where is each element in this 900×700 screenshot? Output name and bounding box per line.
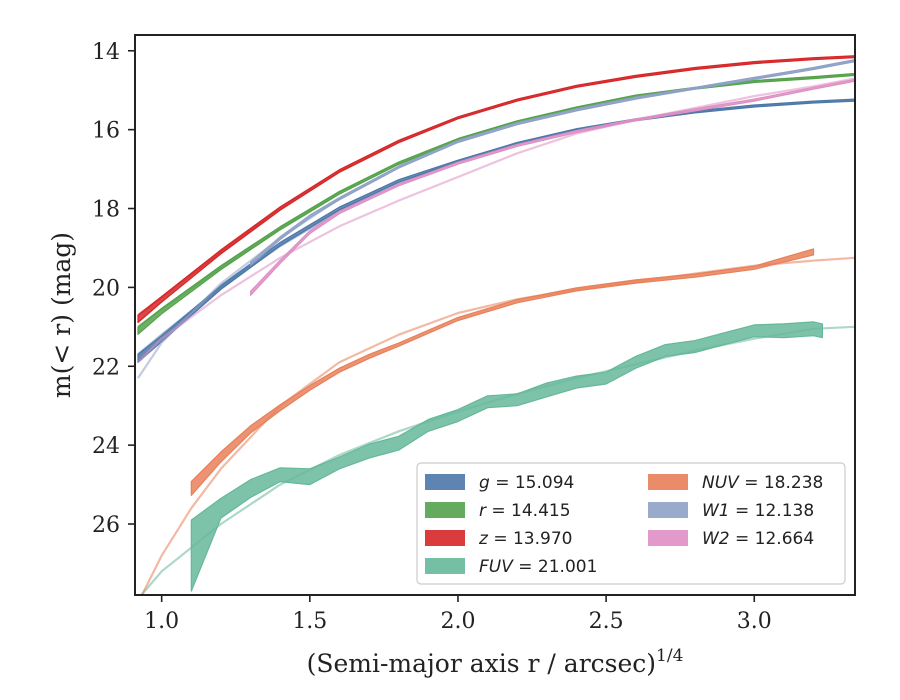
band-z [137,55,855,324]
x-axis-ticks: 1.0 1.5 2.0 2.5 3.0 [144,595,772,634]
y-tick-label: 26 [92,513,120,538]
band-w1 [250,58,855,266]
y-tick-label: 20 [92,276,120,301]
legend-label-w2: W2 = 12.664 [702,529,814,549]
x-axis-label: (Semi-major axis r / arcsec)1/4 [307,646,684,678]
legend-swatch-nuv [648,474,688,490]
model-line-z [137,55,855,316]
y-tick-label: 16 [92,119,120,144]
legend-swatch-w1 [648,502,688,518]
legend-swatch-g [425,474,465,490]
legend-box [416,462,846,585]
y-axis-ticks: 14 16 18 20 22 24 26 [92,40,135,538]
band-g [137,98,855,363]
legend-items: g = 15.094 r = 14.415 z = 13.970 FUV = 21.0… [425,473,823,577]
y-tick-label: 14 [92,40,120,65]
legend-label-z: z = 13.970 [478,529,572,549]
x-tick-label: 3.0 [737,609,772,634]
x-tick-label: 2.0 [440,609,475,634]
x-tick-label: 1.0 [144,609,179,634]
band-nuv [190,248,815,496]
legend-swatch-r [425,502,465,518]
legend-label-nuv: NUV = 18.238 [702,473,823,493]
x-tick-label: 2.5 [589,609,624,634]
legend-label-g: g = 15.094 [479,473,574,493]
legend-label-fuv: FUV = 21.001 [479,557,597,577]
band-w2 [250,78,855,296]
model-line-r [137,73,855,328]
y-tick-label: 22 [92,355,120,380]
x-tick-label: 1.5 [292,609,327,634]
band-r [137,72,855,335]
legend-swatch-w2 [648,530,688,546]
legend-swatch-fuv [425,558,465,574]
legend-label-r: r = 14.415 [479,501,571,521]
series-layer [137,55,855,595]
band-fuv [190,321,824,592]
y-tick-label: 24 [92,434,120,459]
legend-label-w1: W1 = 12.138 [702,501,814,521]
y-tick-label: 18 [92,198,120,223]
legend-swatch-z [425,530,465,546]
model-line-g [137,99,855,356]
y-axis-label: m(< r) (mag) [47,232,76,398]
model-line-w2 [137,77,855,364]
legend: g = 15.094 r = 14.415 z = 13.970 FUV = 21.0… [416,462,846,585]
plot-frame [134,34,856,596]
